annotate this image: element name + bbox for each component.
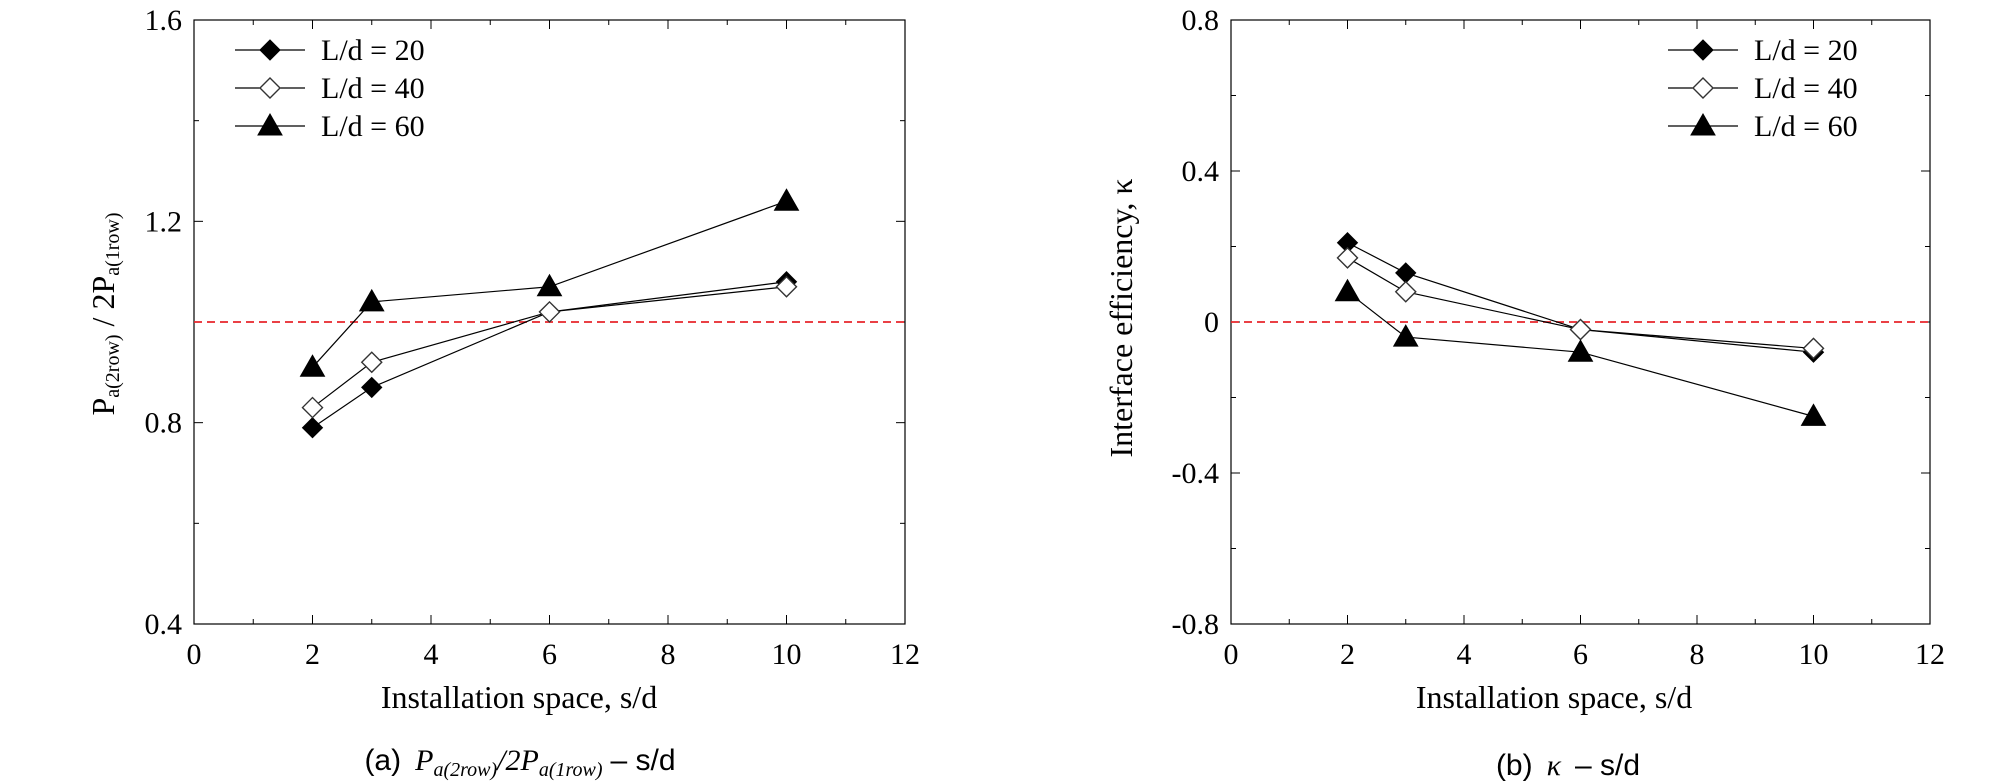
chart-b-xlabel: Installation space, s/d <box>1416 679 1692 715</box>
chart-a-point <box>775 275 798 298</box>
chart-b-series <box>1334 232 1827 426</box>
chart-a-legend-label: L/d = 60 <box>321 110 425 143</box>
chart-b-point <box>1395 262 1417 284</box>
chart-a-point <box>301 416 324 439</box>
chart-b-point <box>1392 324 1419 347</box>
chart-a-series-line-3 <box>312 200 787 368</box>
chart-b-ytick-label: -0.8 <box>1172 608 1220 641</box>
chart-b-ytick-label: -0.4 <box>1172 457 1220 490</box>
chart-a-ytick-label: 1.6 <box>145 4 183 37</box>
chart-b-point <box>1802 337 1825 360</box>
chart-b-point <box>1336 246 1359 269</box>
chart-b-legend-label: L/d = 20 <box>1754 34 1858 67</box>
chart-b-series-line-1 <box>1347 242 1814 353</box>
chart-a-legend-marker <box>259 39 281 61</box>
chart-a-xtick-label: 12 <box>890 638 920 671</box>
chart-a-ytick-label: 1.2 <box>145 205 183 238</box>
chart-b-series-line-3 <box>1347 291 1814 417</box>
chart-a-point <box>299 354 326 377</box>
chart-b-ytick-label: 0.4 <box>1182 155 1220 188</box>
chart-b-xtick-label: 8 <box>1690 638 1705 671</box>
chart-b-ylabel: Interface efficiency, κ <box>1103 178 1139 457</box>
chart-a-legend-marker <box>257 112 283 136</box>
chart-a-point <box>301 396 324 419</box>
chart-a-point <box>360 351 383 374</box>
chart-b-point <box>1394 280 1417 303</box>
chart-a-series-line-1 <box>312 281 787 429</box>
chart-b-legend-label: L/d = 40 <box>1754 72 1858 105</box>
chart-a-axes: 0 2 4 6 8 10 12 0.4 0.8 1.2 1.6 <box>145 4 921 671</box>
chart-b-axes: 0 2 4 6 8 10 12 -0.8 -0.4 0 0.4 0.8 <box>1172 4 1946 671</box>
chart-a-legend-label: L/d = 20 <box>321 34 425 67</box>
chart-b-legend-marker <box>1692 39 1714 61</box>
chart-b-xtick-label: 10 <box>1799 638 1829 671</box>
chart-b-ytick-label: 0.8 <box>1182 4 1220 37</box>
chart-b-xtick-label: 12 <box>1915 638 1945 671</box>
chart-a-legend-marker <box>259 77 281 99</box>
chart-b-legend-label: L/d = 60 <box>1754 110 1858 143</box>
chart-a-legend: L/d = 20 L/d = 40 L/d = 60 <box>235 34 425 143</box>
chart-a-series-line-2 <box>312 286 787 409</box>
chart-a-ylabel: Pa(2row) / 2Pa(1row) <box>85 212 124 415</box>
chart-a-point <box>538 300 561 323</box>
chart-b-point <box>1567 339 1594 362</box>
chart-a-point <box>536 273 563 297</box>
chart-b-ytick-label: 0 <box>1204 306 1219 339</box>
chart-a-xtick-label: 0 <box>187 638 202 671</box>
chart-a-point <box>361 376 383 399</box>
chart-b-point <box>1334 278 1361 302</box>
chart-a-xtick-label: 4 <box>424 638 439 671</box>
chart-a-legend-label: L/d = 40 <box>321 72 425 105</box>
chart-b-legend-marker <box>1692 77 1714 99</box>
chart-a-xtick-label: 8 <box>661 638 676 671</box>
chart-b-series-line-2 <box>1347 257 1814 350</box>
chart-b-xtick-label: 4 <box>1457 638 1472 671</box>
chart-a-xtick-label: 10 <box>772 638 802 671</box>
chart-a-point <box>358 288 385 312</box>
chart-b-xtick-label: 2 <box>1340 638 1355 671</box>
chart-a-xtick-label: 6 <box>542 638 557 671</box>
chart-b-xtick-label: 0 <box>1224 638 1239 671</box>
chart-b-xtick-label: 6 <box>1573 638 1588 671</box>
chart-a-xlabel: Installation space, s/d <box>381 679 657 715</box>
chart-b-point <box>1800 403 1827 426</box>
chart-b-caption: (b) κ – s/d <box>1496 749 1640 782</box>
chart-a-point <box>773 188 800 211</box>
chart-panel-a: 0 2 4 6 8 10 120.40.81.21.6 L/d = 20L/d = 40L/… <box>85 4 920 781</box>
chart-a-series <box>299 188 800 439</box>
chart-a-ytick-label: 0.8 <box>145 407 183 440</box>
chart-b-legend-marker <box>1690 112 1716 136</box>
chart-a-caption: (a) Pa(2row)/2Pa(1row) – s/d <box>364 744 675 781</box>
chart-a-xtick-label: 2 <box>305 638 320 671</box>
chart-a-ytick-label: 0.4 <box>145 608 183 641</box>
chart-b-legend: L/d = 20 L/d = 40 L/d = 60 <box>1668 34 1858 143</box>
chart-panel-b: 0 2 4 6 8 10 12 -0.8 -0.4 0 0.4 0.8 L/d = 20 L/d = 4… <box>1103 4 1945 782</box>
